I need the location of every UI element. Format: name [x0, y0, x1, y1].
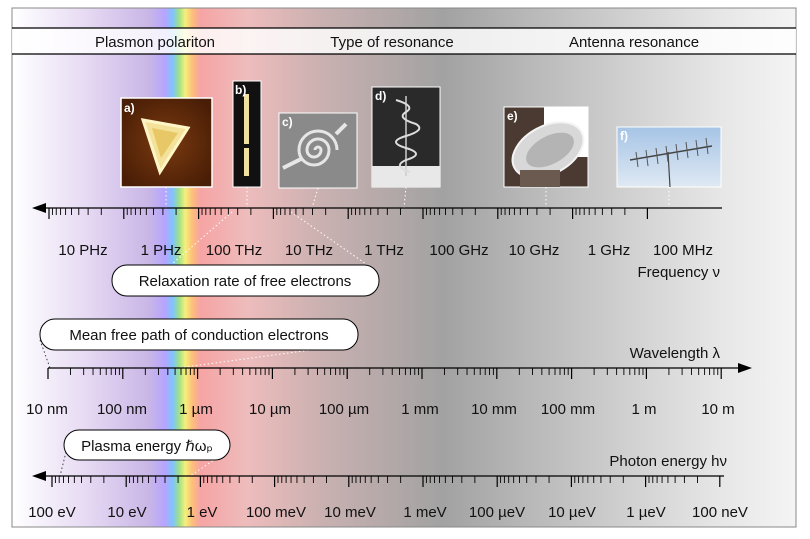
frequency-tick-label: 10 PHz [58, 242, 107, 259]
wavelength-tick-label: 1 µm [179, 401, 213, 418]
wavelength-tick-label: 1 mm [401, 401, 439, 418]
nanorod-upper [244, 94, 249, 144]
wavelength-tick-label: 100 mm [541, 401, 595, 418]
frequency-tick-label: 100 MHz [653, 242, 713, 259]
wavelength-tick-label: 1 m [631, 401, 656, 418]
yagi-antenna-boom [629, 145, 713, 161]
panel-a: a) [120, 97, 213, 188]
wavelength-tick-labels: 10 nm 100 nm 1 µm 10 µm 100 µm 1 mm 10 m… [26, 401, 735, 418]
frequency-tick-label: 100 THz [206, 242, 262, 259]
relaxation-callout: Relaxation rate of free electrons [111, 211, 380, 297]
nanorod-lower [244, 148, 249, 176]
wavelength-axis-arrow-head [738, 363, 752, 373]
helical-antenna-ground [372, 166, 440, 187]
energy-tick-label: 100 meV [246, 504, 306, 521]
energy-tick-label: 1 eV [187, 504, 218, 521]
frequency-tick-label: 10 THz [285, 242, 333, 259]
relaxation-callout-text: Relaxation rate of free electrons [139, 273, 352, 290]
panel-d-label: d) [375, 89, 386, 103]
wavelength-tick-label: 10 m [701, 401, 734, 418]
frequency-tick-label: 1 THz [364, 242, 404, 259]
energy-tick-label: 100 eV [28, 504, 76, 521]
frequency-axis-title: Frequency ν [637, 264, 720, 281]
wavelength-tick-label: 100 nm [97, 401, 147, 418]
yagi-antenna-elements [635, 137, 709, 168]
panel-f: f) [616, 126, 722, 188]
energy-tick-label: 1 µeV [626, 504, 666, 521]
resonance-right-label: Antenna resonance [569, 34, 699, 51]
frequency-tick-labels: 10 PHz 1 PHz 100 THz 10 THz 1 THz 100 GH… [58, 242, 713, 259]
wavelength-tick-label: 10 µm [249, 401, 291, 418]
panel-connectors [165, 186, 670, 209]
plasma-energy-callout-text: Plasma energy ℏωₚ [81, 438, 213, 455]
energy-axis-title: Photon energy hν [609, 453, 727, 470]
resonance-left-label: Plasmon polariton [95, 34, 215, 51]
helical-antenna-coil [395, 99, 421, 173]
satellite-dish-inner [526, 132, 574, 168]
satellite-dish-base [520, 170, 560, 187]
figure-frame [11, 7, 797, 528]
nanotriangle-core [152, 128, 178, 158]
wavelength-tick-label: 10 nm [26, 401, 68, 418]
frequency-tick-label: 1 GHz [588, 242, 631, 259]
mean-free-path-callout-text: Mean free path of conduction electrons [69, 327, 328, 344]
panel-b: b) [232, 80, 262, 188]
yagi-antenna-mast [667, 151, 671, 188]
mean-free-path-pointer [39, 339, 51, 369]
relaxation-callout-pointer [171, 211, 233, 265]
energy-tick-label: 1 meV [403, 504, 446, 521]
mean-free-path-callout-box [39, 318, 359, 351]
panel-b-label: b) [235, 83, 246, 97]
panel-f-label: f) [620, 129, 628, 143]
energy-tick-label: 10 µeV [548, 504, 596, 521]
plasma-energy-callout-box [63, 429, 231, 461]
plasma-energy-pointer [189, 451, 227, 477]
spiral-antenna-arm [297, 129, 339, 167]
spiral-antenna-feed [282, 122, 348, 170]
energy-tick-label: 10 meV [324, 504, 376, 521]
plasma-energy-pointer [59, 451, 67, 477]
wavelength-tick-label: 100 µm [319, 401, 369, 418]
frequency-tick-label: 10 GHz [509, 242, 560, 259]
panel-e: e) [503, 106, 589, 188]
mean-free-path-pointer [177, 345, 341, 369]
wavelength-tick-label: 10 mm [471, 401, 517, 418]
panel-c: c) [278, 112, 358, 189]
plasma-energy-callout: Plasma energy ℏωₚ [59, 429, 231, 477]
frequency-tick-label: 1 PHz [141, 242, 182, 259]
energy-tick-labels: 100 eV 10 eV 1 eV 100 meV 10 meV 1 meV 1… [28, 504, 748, 521]
relaxation-callout-box [111, 264, 380, 297]
relaxation-callout-pointer [290, 211, 367, 265]
panel-a-label: a) [124, 101, 135, 115]
wavelength-axis-title: Wavelength λ [630, 345, 721, 362]
resonance-bar-background [12, 28, 796, 54]
energy-axis [32, 471, 724, 487]
frequency-axis-arrow-head [32, 203, 46, 213]
mean-free-path-callout: Mean free path of conduction electrons [39, 318, 359, 369]
frequency-tick-label: 100 GHz [429, 242, 488, 259]
frequency-axis [32, 203, 722, 219]
energy-tick-label: 10 eV [107, 504, 146, 521]
panel-d: d) [371, 86, 441, 188]
energy-axis-arrow-head [32, 471, 46, 481]
panel-c-label: c) [282, 115, 293, 129]
panel-e-label: e) [507, 109, 518, 123]
energy-tick-label: 100 neV [692, 504, 748, 521]
energy-tick-label: 100 µeV [469, 504, 525, 521]
resonance-center-label: Type of resonance [330, 34, 453, 51]
wavelength-axis [47, 363, 752, 379]
